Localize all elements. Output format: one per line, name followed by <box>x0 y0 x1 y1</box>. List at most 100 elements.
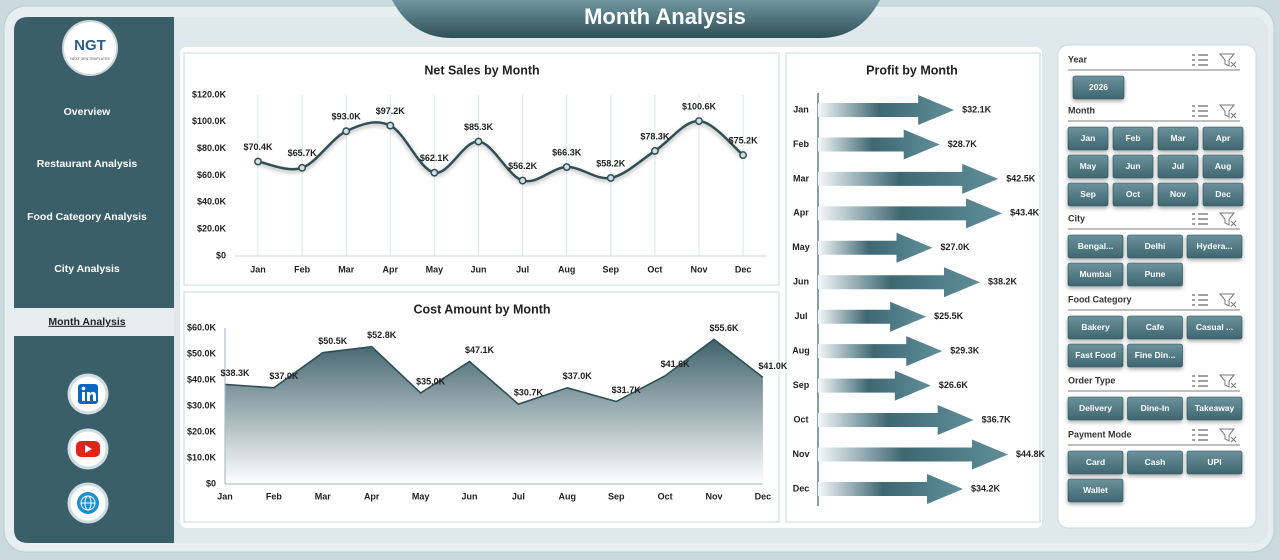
slicer-button-label[interactable]: Dec <box>1215 189 1231 199</box>
multi-select-icon[interactable] <box>1192 213 1208 225</box>
slicer-button-label[interactable]: Hydera... <box>1197 241 1233 251</box>
slicer-button[interactable] <box>1067 126 1109 151</box>
slicer-button[interactable] <box>1067 343 1124 368</box>
slicer-button-label[interactable]: Delivery <box>1079 403 1112 413</box>
clear-filter-icon[interactable] <box>1218 104 1237 119</box>
slicer-button-label[interactable]: May <box>1080 161 1097 171</box>
slicer-button[interactable] <box>1157 154 1199 179</box>
slicer-button-label[interactable]: Takeaway <box>1195 403 1235 413</box>
chart-title: Profit by Month <box>866 63 958 77</box>
slicer-button-label[interactable]: Bengal... <box>1078 241 1113 251</box>
slicer-button[interactable] <box>1186 234 1243 259</box>
slicer-button[interactable] <box>1127 396 1183 421</box>
slicer-button-label[interactable]: Card <box>1086 457 1105 467</box>
data-label: $52.8K <box>367 330 397 340</box>
slicer-button-label[interactable]: Wallet <box>1083 485 1108 495</box>
slicer-button-label[interactable]: Feb <box>1125 133 1140 143</box>
slicer-button[interactable] <box>1067 154 1109 179</box>
slicer-button-label[interactable]: Mumbai <box>1079 269 1111 279</box>
slicer-button-label[interactable]: Mar <box>1170 133 1186 143</box>
slicer-button-label[interactable]: Pune <box>1145 269 1166 279</box>
point <box>430 168 439 177</box>
linkedin-icon[interactable] <box>67 373 109 415</box>
slicer-button[interactable] <box>1067 262 1124 287</box>
slicer-button[interactable] <box>1067 450 1124 475</box>
slicer-button[interactable] <box>1067 315 1124 340</box>
clear-filter-icon[interactable] <box>1218 293 1237 308</box>
x-tick-label: Nov <box>690 264 707 274</box>
slicer-button-label[interactable]: Sep <box>1080 189 1096 199</box>
slicer-button[interactable] <box>1072 75 1125 100</box>
slicer-button[interactable] <box>1112 126 1154 151</box>
slicer-button[interactable] <box>1186 450 1243 475</box>
slicer-button[interactable] <box>1067 396 1124 421</box>
slicer-button[interactable] <box>1202 126 1244 151</box>
point <box>606 173 615 182</box>
point <box>695 117 703 125</box>
slicer-button[interactable] <box>1127 315 1183 340</box>
slicer-button[interactable] <box>1186 315 1243 340</box>
slicer-button-label[interactable]: Aug <box>1215 161 1232 171</box>
slicer-button-label[interactable]: Fast Food <box>1075 350 1116 360</box>
y-tick-label: $50.0K <box>187 348 217 358</box>
clear-filter-icon[interactable] <box>1218 53 1237 68</box>
slicer-button-label[interactable]: Cafe <box>1146 322 1165 332</box>
nav-item-active[interactable]: Month Analysis <box>48 316 125 328</box>
chart-title: Cost Amount by Month <box>413 302 550 316</box>
slicer-button[interactable] <box>1186 396 1243 421</box>
website-icon[interactable] <box>67 482 109 524</box>
slicer-button-label[interactable]: UPI <box>1207 457 1221 467</box>
y-tick-label: Feb <box>793 139 810 149</box>
slicer-button[interactable] <box>1127 343 1183 368</box>
point <box>474 137 483 146</box>
nav-item[interactable]: Overview <box>64 106 112 118</box>
slicer-button[interactable] <box>1127 262 1183 287</box>
nav-item[interactable]: Food Category Analysis <box>27 211 147 223</box>
slicer-button-label[interactable]: Cash <box>1145 457 1166 467</box>
slicer-button-label[interactable]: Jan <box>1081 133 1096 143</box>
y-tick-label: $10.0K <box>187 452 217 462</box>
slicer-button[interactable] <box>1067 182 1109 207</box>
clear-filter-icon[interactable] <box>1218 374 1237 389</box>
slicer-button-label[interactable]: Casual ... <box>1196 322 1233 332</box>
slicer-button[interactable] <box>1067 234 1124 259</box>
slicer-button[interactable] <box>1157 126 1199 151</box>
nav-item[interactable]: City Analysis <box>54 263 120 275</box>
point <box>518 176 527 185</box>
slicer-button[interactable] <box>1067 478 1124 503</box>
slicer-button-label[interactable]: Fine Din... <box>1135 350 1176 360</box>
slicer-button-label[interactable]: Dine-In <box>1141 403 1170 413</box>
slicer-button[interactable] <box>1112 182 1154 207</box>
logo <box>62 20 118 76</box>
data-label: $58.2K <box>596 158 626 168</box>
x-tick-label: Sep <box>603 264 620 274</box>
multi-select-icon[interactable] <box>1192 54 1208 66</box>
multi-select-icon[interactable] <box>1192 429 1208 441</box>
arrow-bar <box>818 129 940 160</box>
slicer-button-label[interactable]: Apr <box>1216 133 1231 143</box>
slicer-button-label[interactable]: Delhi <box>1145 241 1166 251</box>
clear-filter-icon[interactable] <box>1218 212 1237 227</box>
multi-select-icon[interactable] <box>1192 294 1208 306</box>
slicer-button[interactable] <box>1202 182 1244 207</box>
youtube-icon[interactable] <box>67 428 109 470</box>
slicer-button-label[interactable]: Jun <box>1125 161 1140 171</box>
slicer-button-label[interactable]: 2026 <box>1089 82 1108 92</box>
slicer-button[interactable] <box>1202 154 1244 179</box>
slicer-button[interactable] <box>1112 154 1154 179</box>
slicer-button[interactable] <box>1127 450 1183 475</box>
data-label: $37.0K <box>269 371 299 381</box>
slicer-button[interactable] <box>1127 234 1183 259</box>
nav-item[interactable]: Restaurant Analysis <box>37 158 138 170</box>
slicer-button-label[interactable]: Jul <box>1172 161 1184 171</box>
slicer-button-label[interactable]: Bakery <box>1081 322 1110 332</box>
data-label: $41.6K <box>661 359 691 369</box>
arrow-bar <box>818 405 974 436</box>
multi-select-icon[interactable] <box>1192 375 1208 387</box>
clear-filter-icon[interactable] <box>1218 428 1237 443</box>
multi-select-icon[interactable] <box>1192 105 1208 117</box>
slicer-button-label[interactable]: Oct <box>1126 189 1140 199</box>
slicer-button[interactable] <box>1157 182 1199 207</box>
slicer-button-label[interactable]: Nov <box>1170 189 1186 199</box>
